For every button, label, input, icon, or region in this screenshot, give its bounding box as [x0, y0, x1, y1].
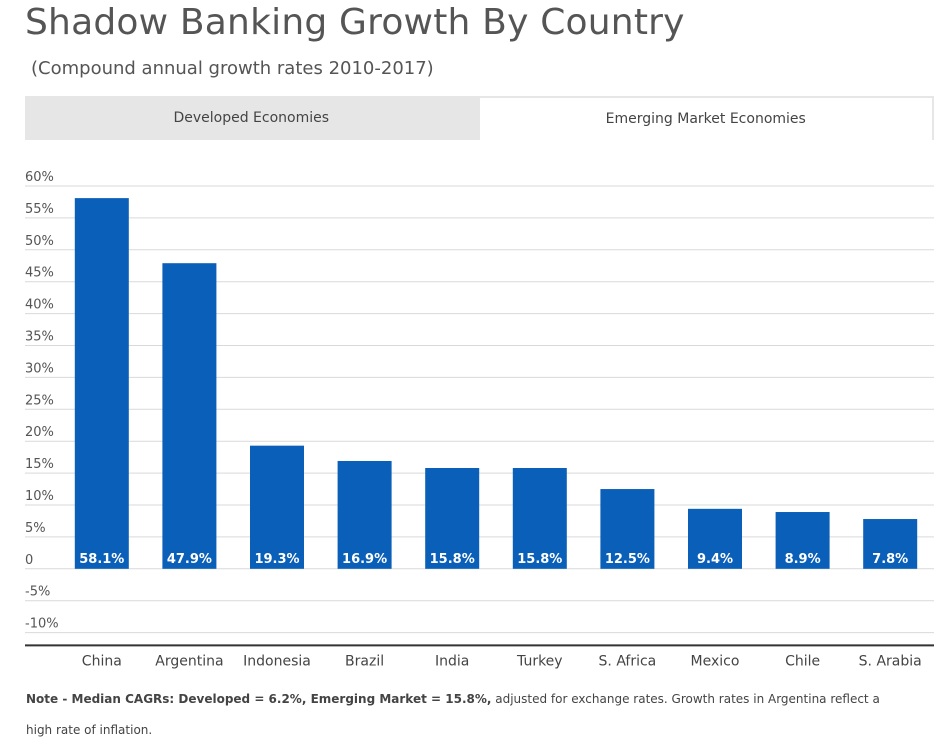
y-tick-label: 45%	[25, 266, 54, 281]
y-tick-label: 0	[25, 553, 33, 568]
y-axis-ticks: 60% 55% 50% 45% 40% 35% 30% 25% 20% 15% 10% 5% 0 -5% -…	[25, 170, 59, 632]
y-tick-label: 55%	[25, 202, 54, 217]
bar	[337, 460, 392, 569]
y-tick-label: -5%	[25, 585, 50, 600]
data-label: 9.4%	[697, 552, 733, 567]
x-tick-label: India	[435, 653, 469, 669]
x-tick-label: China	[82, 653, 122, 669]
chart-bars	[74, 198, 918, 569]
tab-developed-economies[interactable]: Developed Economies	[173, 110, 330, 126]
y-tick-label: 60%	[25, 170, 54, 185]
x-tick-label: Argentina	[155, 653, 223, 669]
bar	[74, 198, 129, 569]
bar	[775, 512, 830, 569]
bar	[688, 508, 742, 569]
data-label: 8.9%	[785, 552, 821, 567]
bar	[863, 519, 918, 569]
data-label: 47.9%	[167, 552, 212, 567]
x-tick-label: Chile	[785, 653, 820, 669]
x-tick-label: S. Arabia	[859, 653, 922, 669]
chart-note: Note - Median CAGRs: Developed = 6.2%, E…	[26, 684, 906, 746]
chart-grid	[25, 185, 934, 647]
chart-subtitle: (Compound annual growth rates 2010-2017)	[31, 58, 434, 79]
data-labels: 58.1% 47.9% 19.3% 16.9% 15.8% 15.8% 12.5% 9.4% 8…	[79, 552, 908, 567]
y-tick-label: -10%	[25, 617, 59, 632]
bar	[600, 489, 655, 569]
bar	[512, 467, 567, 569]
y-tick-label: 10%	[25, 489, 54, 504]
x-axis-ticks: China Argentina Indonesia Brazil India Turkey…	[82, 653, 922, 669]
economy-tabs: Developed Economies Emerging Market Econ…	[25, 96, 934, 140]
bar	[162, 263, 217, 569]
x-tick-label: Brazil	[345, 653, 384, 669]
x-tick-label: Mexico	[691, 653, 740, 669]
y-tick-label: 5%	[25, 521, 46, 536]
tab-emerging-market-economies[interactable]: Emerging Market Economies	[479, 98, 932, 140]
y-tick-label: 30%	[25, 361, 54, 376]
y-tick-label: 25%	[25, 393, 54, 408]
y-tick-label: 50%	[25, 234, 54, 249]
bar	[425, 467, 480, 569]
data-label: 12.5%	[605, 552, 650, 567]
bar	[250, 445, 304, 569]
data-label: 7.8%	[872, 552, 908, 567]
y-tick-label: 15%	[25, 457, 54, 472]
x-tick-label: Indonesia	[243, 653, 311, 669]
chart-title: Shadow Banking Growth By Country	[25, 2, 685, 43]
y-tick-label: 35%	[25, 330, 54, 345]
y-tick-label: 40%	[25, 298, 54, 313]
data-label: 15.8%	[517, 552, 562, 567]
data-label: 16.9%	[342, 552, 387, 567]
x-tick-label: S. Africa	[599, 653, 657, 669]
y-tick-label: 20%	[25, 425, 54, 440]
bar-chart: 60% 55% 50% 45% 40% 35% 30% 25% 20% 15% 10% 5% 0 -5% -…	[25, 170, 934, 669]
data-label: 15.8%	[430, 552, 475, 567]
data-label: 58.1%	[79, 552, 124, 567]
note-bold-text: Note - Median CAGRs: Developed = 6.2%, E…	[26, 692, 492, 706]
note-text: adjusted for exchange rates. Growth rate…	[26, 692, 880, 737]
data-label: 19.3%	[254, 552, 299, 567]
x-tick-label: Turkey	[516, 653, 563, 669]
